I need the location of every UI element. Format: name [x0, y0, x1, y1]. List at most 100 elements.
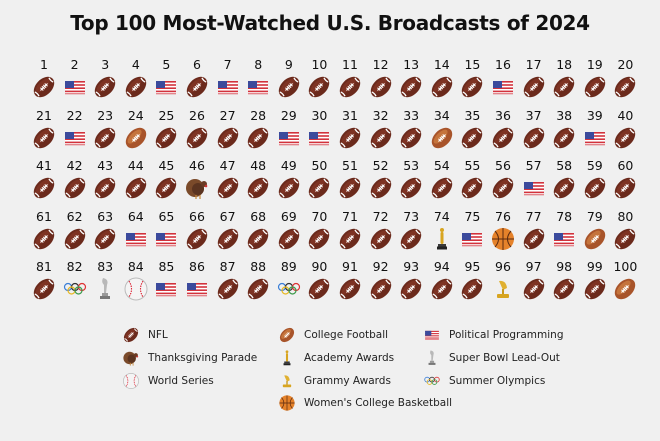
rank-cell: 97	[518, 260, 550, 302]
us-flag-icon	[423, 326, 441, 344]
rank-cell: 98	[548, 260, 580, 302]
rank-cell: 71	[334, 209, 366, 252]
football-icon	[276, 175, 302, 201]
rank-cell: 44	[120, 159, 152, 201]
rank-number: 12	[372, 57, 389, 72]
football-icon	[184, 74, 210, 100]
rank-number: 49	[280, 158, 297, 173]
basketball-icon	[490, 226, 516, 252]
rank-number: 11	[342, 57, 358, 72]
football-icon	[368, 125, 394, 151]
rank-cell: 24	[120, 108, 152, 151]
football-icon	[398, 125, 424, 151]
legend-label: College Football	[304, 329, 389, 341]
rank-number: 68	[250, 208, 267, 224]
rank-number: 73	[403, 208, 420, 224]
football-icon	[276, 74, 302, 100]
rank-number: 78	[556, 208, 573, 224]
rank-cell: 52	[365, 159, 397, 201]
football-icon	[551, 276, 577, 302]
legend-item: Super Bowl Lead-Out	[423, 349, 560, 367]
rank-cell: 14	[426, 58, 458, 100]
football-icon	[306, 74, 332, 100]
rank-cell: 94	[426, 260, 458, 302]
rank-number: 23	[97, 107, 114, 123]
us-flag-icon	[123, 226, 149, 252]
rank-number: 57	[525, 158, 542, 173]
football-icon	[31, 175, 57, 201]
rank-number: 1	[40, 57, 48, 72]
rank-cell: 91	[334, 260, 366, 302]
rank-cell: 89	[273, 260, 305, 302]
legend-label: Women's College Basketball	[304, 397, 453, 409]
rank-number: 93	[403, 259, 420, 274]
olympic-rings-icon	[62, 276, 88, 302]
rank-cell: 34	[426, 107, 458, 151]
football-icon	[31, 276, 57, 302]
rank-cell: 11	[334, 58, 366, 100]
rank-cell: 21	[28, 107, 60, 151]
olympic-rings-icon	[276, 276, 302, 302]
rank-number: 42	[66, 158, 83, 173]
rank-number: 38	[556, 107, 573, 123]
rank-cell: 93	[395, 260, 427, 302]
football-icon	[92, 125, 118, 151]
rank-cell: 69	[273, 209, 305, 252]
football-icon	[551, 125, 577, 151]
rank-cell: 16	[487, 58, 519, 100]
legend-label: Academy Awards	[304, 352, 395, 364]
rank-number: 17	[525, 57, 542, 72]
rank-cell: 2	[59, 58, 91, 100]
rank-cell: 70	[303, 209, 335, 252]
football-icon	[337, 226, 363, 252]
legend-item: College Football	[278, 326, 388, 344]
rank-cell: 87	[212, 260, 244, 302]
rank-cell: 56	[487, 159, 519, 201]
rank-number: 36	[495, 107, 511, 123]
rank-number: 31	[342, 107, 358, 123]
rank-number: 21	[36, 107, 52, 123]
rank-cell: 3	[89, 58, 121, 100]
rank-number: 29	[280, 107, 297, 123]
chart-title: Top 100 Most-Watched U.S. Broadcasts of …	[70, 11, 590, 35]
legend-label: World Series	[148, 375, 214, 387]
rank-number: 59	[586, 158, 603, 173]
rank-cell: 84	[120, 260, 152, 302]
rank-cell: 99	[579, 260, 611, 302]
legend-item: Summer Olympics	[423, 372, 545, 390]
rank-number: 54	[433, 158, 450, 173]
rank-number: 39	[586, 107, 603, 123]
college-football-icon	[123, 125, 149, 151]
rank-number: 4	[131, 57, 140, 72]
rank-number: 35	[464, 107, 481, 123]
football-icon	[31, 226, 57, 252]
football-icon	[521, 276, 547, 302]
baseball-icon	[122, 372, 140, 390]
rank-cell: 12	[365, 58, 397, 100]
rank-cell: 61	[28, 209, 60, 252]
rank-cell: 68	[242, 208, 274, 252]
rank-cell: 8	[242, 58, 274, 100]
rank-cell: 83	[89, 260, 121, 302]
football-icon	[92, 226, 118, 252]
rank-cell: 60	[609, 159, 641, 201]
rank-cell: 42	[59, 159, 91, 201]
rank-cell: 59	[579, 159, 611, 201]
college-football-icon	[612, 276, 638, 302]
rank-number: 90	[311, 259, 328, 274]
football-icon	[31, 125, 57, 151]
legend-item: World Series	[122, 372, 214, 390]
rank-number: 30	[311, 107, 328, 123]
football-icon	[582, 74, 608, 100]
rank-number: 51	[342, 158, 358, 173]
rank-number: 43	[97, 158, 114, 173]
rank-number: 53	[403, 158, 420, 173]
rank-number: 7	[223, 57, 232, 72]
football-icon	[612, 74, 638, 100]
rank-cell: 37	[518, 108, 550, 151]
rank-number: 9	[284, 57, 293, 72]
rank-number: 34	[433, 107, 450, 123]
us-flag-icon	[62, 125, 88, 151]
rank-number: 65	[158, 208, 175, 224]
rank-cell: 19	[579, 58, 611, 100]
